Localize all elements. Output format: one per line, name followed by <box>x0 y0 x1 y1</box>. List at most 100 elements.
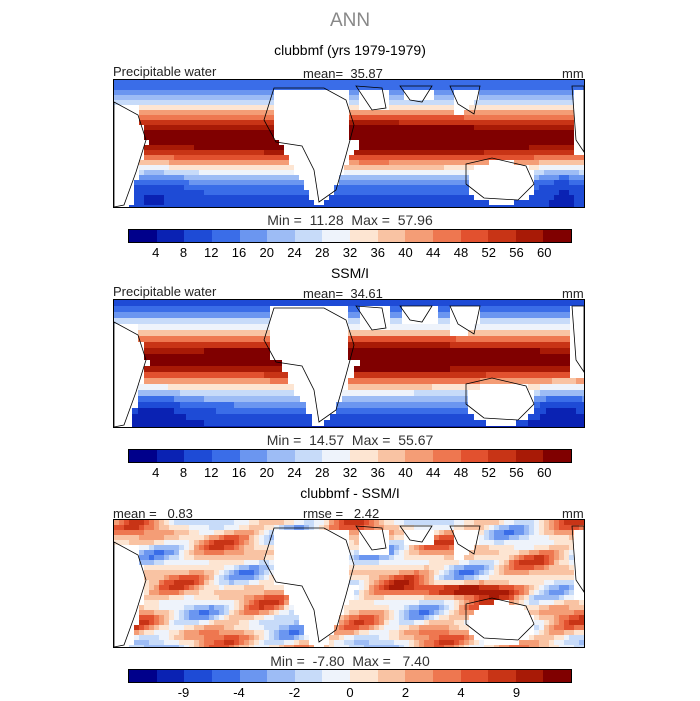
map-cell <box>459 135 465 141</box>
map-cell <box>426 324 433 331</box>
map-cell <box>444 190 450 196</box>
map-cell <box>120 312 127 319</box>
map-cell <box>224 145 230 151</box>
map-cell <box>336 378 343 385</box>
map-cell <box>499 155 505 161</box>
map-cell <box>378 300 385 307</box>
map-cell <box>534 125 540 131</box>
map-cell <box>132 360 139 367</box>
map-cell <box>564 135 570 141</box>
map-cell <box>498 378 505 385</box>
map-cell <box>334 205 340 207</box>
map-cell <box>318 390 325 397</box>
map-cell <box>544 140 550 146</box>
map-cell <box>269 80 275 86</box>
map-cell <box>504 130 510 136</box>
map-cell <box>554 125 560 131</box>
map-cell <box>228 360 235 367</box>
map-cell <box>339 110 345 116</box>
map-cell <box>289 555 295 561</box>
map-cell <box>384 175 390 181</box>
map-cell <box>234 312 241 319</box>
map-cell <box>274 95 280 101</box>
map-cell <box>289 95 295 101</box>
map-cell <box>564 520 570 526</box>
map-cell <box>369 165 375 171</box>
map-cell <box>438 396 445 403</box>
map-cell <box>246 396 253 403</box>
map-cell <box>409 530 415 536</box>
map-cell <box>224 140 230 146</box>
map-cell <box>324 408 331 415</box>
map-cell <box>569 200 575 206</box>
map-cell <box>408 378 415 385</box>
map-cell <box>404 205 410 207</box>
map-cell <box>539 130 545 136</box>
map-cell <box>549 525 555 531</box>
map-cell <box>162 330 169 337</box>
map-cell <box>246 336 253 343</box>
map-cell <box>379 125 385 131</box>
map-cell <box>469 100 475 106</box>
map-cell <box>522 348 529 355</box>
map-cell <box>424 85 430 91</box>
map-cell <box>314 135 320 141</box>
map-cell <box>378 396 385 403</box>
map-cell <box>498 306 505 313</box>
map-cell <box>269 105 275 111</box>
map-cell <box>134 175 140 181</box>
map-cell <box>150 390 157 397</box>
map-cell <box>486 312 493 319</box>
map-cell <box>126 366 133 373</box>
map-cell <box>364 530 370 536</box>
map-cell <box>494 545 500 551</box>
map-cell <box>138 384 145 391</box>
map-cell <box>489 535 495 541</box>
map-cell <box>384 115 390 121</box>
map-cell <box>409 135 415 141</box>
map-cell <box>579 200 584 206</box>
map-cell <box>438 300 445 307</box>
map-cell <box>414 525 420 531</box>
map-cell <box>174 185 180 191</box>
map-cell <box>369 205 375 207</box>
map-cell <box>342 384 349 391</box>
map-cell <box>389 530 395 536</box>
map-cell <box>449 155 455 161</box>
colorbar-swatch <box>294 450 323 462</box>
map-cell <box>454 205 460 207</box>
map-cell <box>240 408 247 415</box>
map-cell <box>464 110 470 116</box>
map-cell <box>156 414 163 421</box>
map-cell <box>324 318 331 325</box>
map-cell <box>404 550 410 556</box>
map-cell <box>459 205 465 207</box>
map-cell <box>524 185 530 191</box>
map-cell <box>192 378 199 385</box>
map-cell <box>378 360 385 367</box>
map-cell <box>309 190 315 196</box>
map-cell <box>169 185 175 191</box>
map-cell <box>529 95 535 101</box>
map-cell <box>194 205 200 207</box>
map-cell <box>214 80 220 86</box>
map-cell <box>544 550 550 556</box>
map-cell <box>276 378 283 385</box>
map-cell <box>299 535 305 541</box>
map-cell <box>372 312 379 319</box>
map-cell <box>569 115 575 121</box>
map-cell <box>249 180 255 186</box>
map-cell <box>394 160 400 166</box>
colorbar-swatch <box>267 450 295 462</box>
map-cell <box>224 110 230 116</box>
map-cell <box>126 378 133 385</box>
map-cell <box>174 426 181 427</box>
map-cell <box>219 130 225 136</box>
map-cell <box>554 160 560 166</box>
map-cell <box>154 170 160 176</box>
map-cell <box>269 115 275 121</box>
map-cell <box>494 200 500 206</box>
map-cell <box>404 555 410 561</box>
map-cell <box>559 165 565 171</box>
map-cell <box>554 545 560 551</box>
